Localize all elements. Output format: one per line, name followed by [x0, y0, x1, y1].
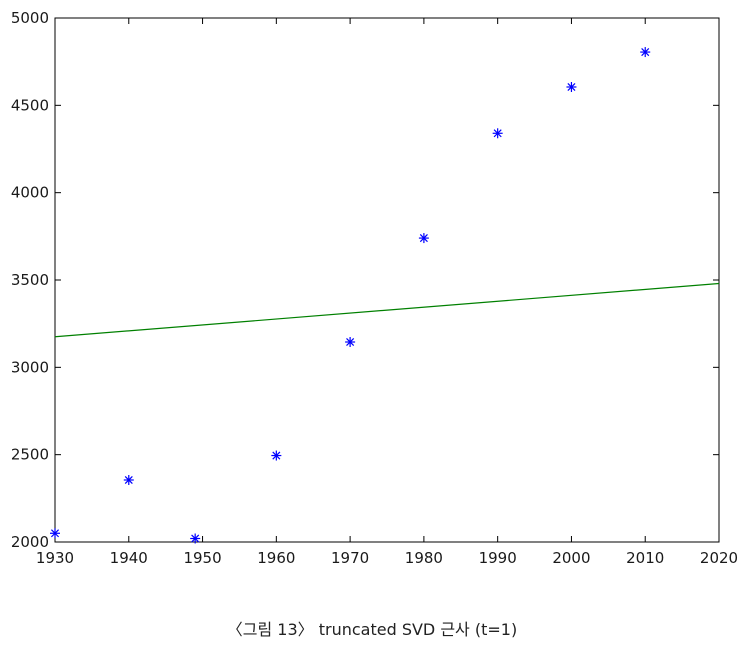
x-tick-label: 1990 [479, 549, 517, 567]
data-point [50, 528, 60, 539]
x-tick-label: 1970 [331, 549, 369, 567]
data-point [640, 47, 651, 58]
x-tick-label: 1950 [183, 549, 221, 567]
fit-line-layer [54, 282, 720, 338]
x-tick-label: 1980 [405, 549, 443, 567]
data-point [566, 81, 577, 92]
x-tick-label: 2010 [626, 549, 664, 567]
x-tick-label: 1930 [36, 549, 74, 567]
y-tick-label: 2000 [11, 533, 49, 551]
fit-line [54, 282, 720, 338]
axis-ticks: 1930 1940 1950 1960 1970 1980 1990 2000 2010 2020… [11, 9, 738, 567]
data-point [271, 450, 282, 461]
data-point [190, 533, 201, 544]
data-point [492, 128, 503, 139]
x-tick-label: 1960 [257, 549, 295, 567]
y-tick-label: 2500 [11, 446, 49, 464]
data-point [123, 474, 134, 485]
y-tick-label: 3500 [11, 271, 49, 289]
scatter-points-layer [50, 47, 651, 544]
x-tick-label: 1940 [110, 549, 148, 567]
figure-caption: 〈그림 13〉 truncated SVD 근사 (t=1) [226, 620, 518, 639]
y-tick-label: 4000 [11, 184, 49, 202]
y-tick-label: 5000 [11, 9, 49, 27]
chart: 1930 1940 1950 1960 1970 1980 1990 2000 2010 2020… [11, 9, 738, 567]
plot-area-frame [54, 17, 720, 543]
x-tick-label: 2020 [700, 549, 738, 567]
data-point [345, 337, 356, 348]
data-point [418, 233, 429, 244]
y-tick-label: 3000 [11, 358, 49, 376]
y-tick-label: 4500 [11, 96, 49, 114]
x-tick-label: 2000 [552, 549, 590, 567]
